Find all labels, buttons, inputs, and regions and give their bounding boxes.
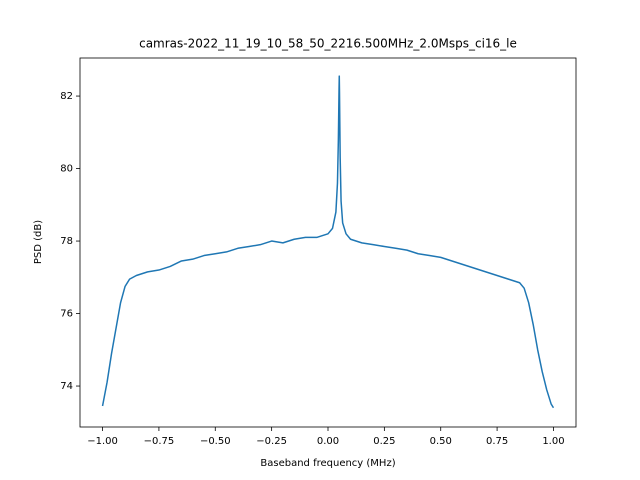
x-tick-label: −1.00 [87,436,118,447]
y-tick-label: 80 [60,164,73,175]
x-tick-label: −0.75 [144,436,175,447]
x-tick-label: −0.25 [256,436,287,447]
x-tick-label: 0.25 [373,436,395,447]
y-tick-label: 74 [60,381,73,392]
y-axis-label: PSD (dB) [33,220,44,264]
x-tick-label: 0.00 [317,436,339,447]
x-tick-label: 1.00 [542,436,564,447]
x-tick-label: 0.50 [430,436,452,447]
y-tick-label: 78 [60,236,73,247]
y-tick-label: 82 [60,91,73,102]
x-tick-label: 0.75 [486,436,508,447]
x-axis-label: Baseband frequency (MHz) [260,458,395,469]
chart-title: camras-2022_11_19_10_58_50_2216.500MHz_2… [139,37,517,51]
psd-line [101,75,555,409]
x-tick-label: −0.50 [200,436,231,447]
y-tick-label: 76 [60,309,73,320]
plot-frame [79,57,577,428]
